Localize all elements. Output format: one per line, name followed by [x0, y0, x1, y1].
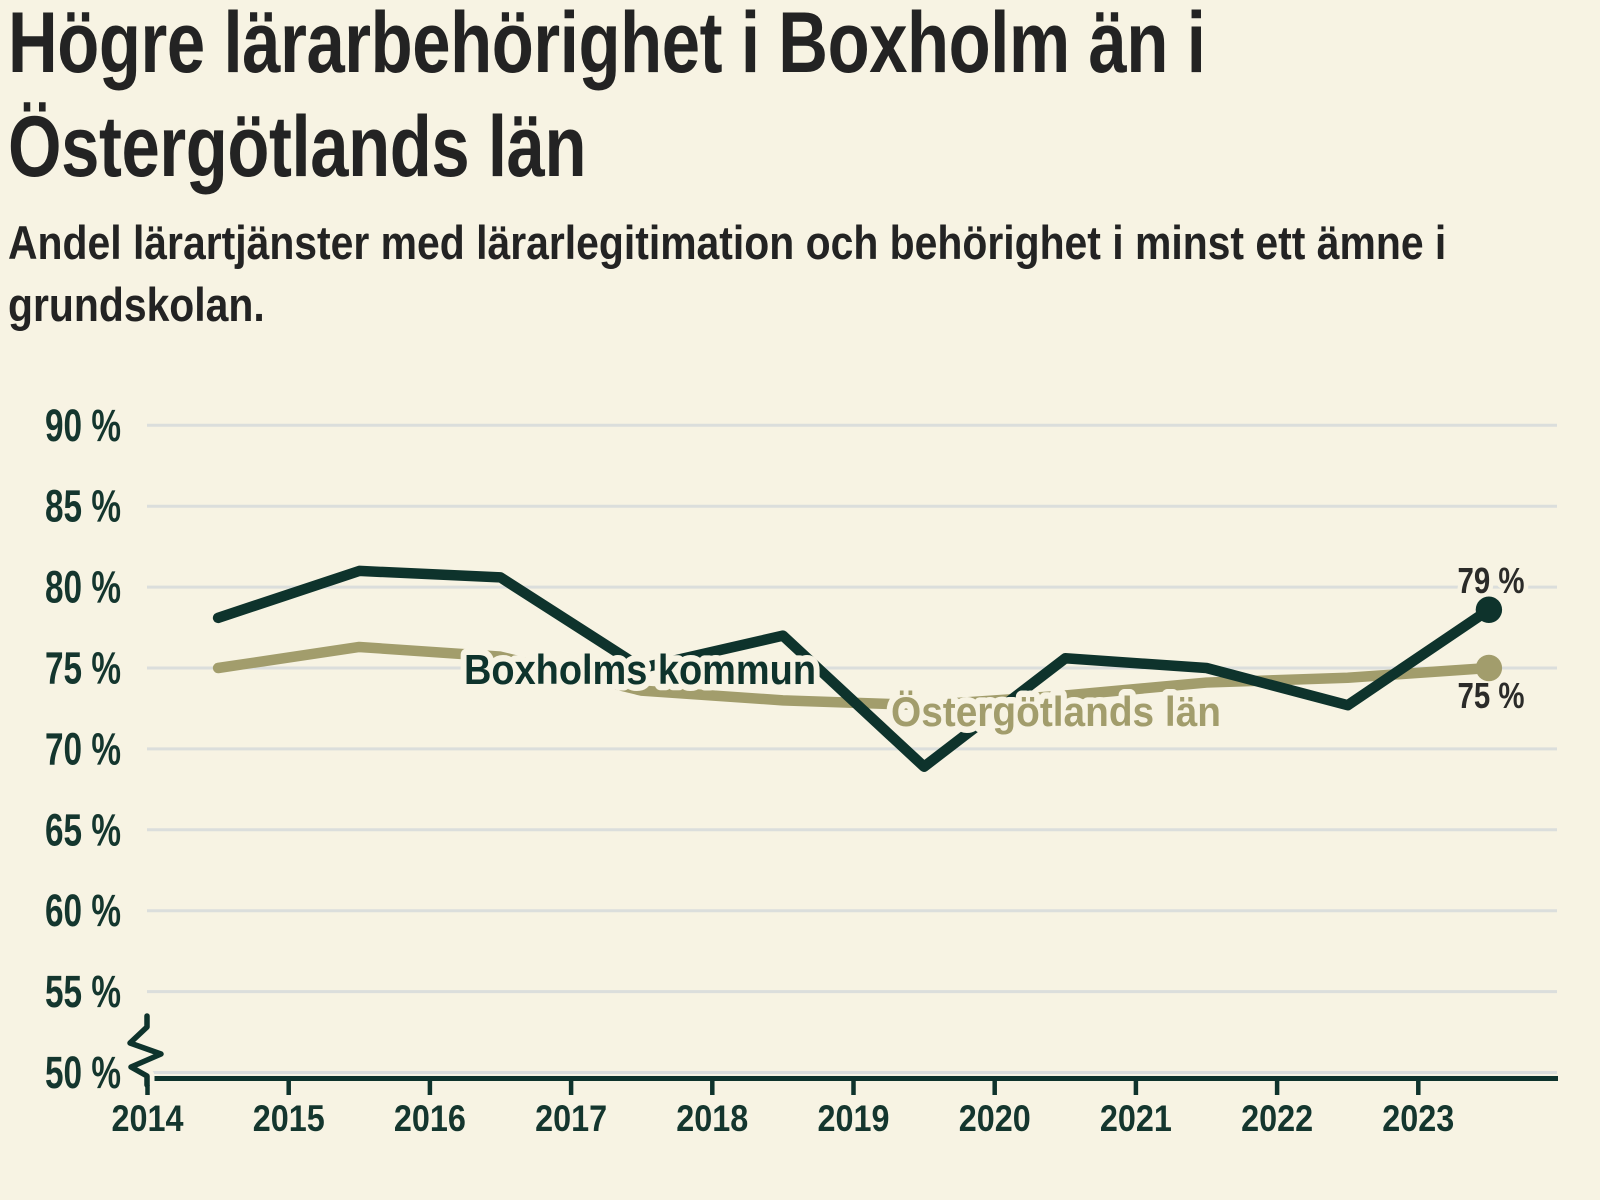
chart-title-line1: Högre lärarbehörighet i Boxholm än i: [8, 0, 1206, 91]
x-axis-tick-label: 2014: [112, 1098, 184, 1139]
chart-title: Högre lärarbehörighet i Boxholm än i Öste…: [8, 0, 1206, 199]
series-line-boxholm: [212, 565, 1495, 772]
x-axis-tick-label: 2023: [1382, 1098, 1454, 1139]
chart-subtitle-line1: Andel lärartjänster med lärarlegitimatio…: [8, 216, 1447, 269]
chart-title-line2: Östergötlands län: [8, 99, 587, 195]
x-axis-tick-label: 2018: [676, 1098, 748, 1139]
chart-subtitle-line2: grundskolan.: [8, 278, 265, 331]
end-value-label-boxholm: 79 %: [1458, 560, 1525, 601]
x-axis-tick-label: 2020: [959, 1098, 1031, 1139]
x-axis-tick-label: 2015: [253, 1098, 325, 1139]
axis-break-icon: [127, 1013, 164, 1088]
series-endpoint-dot-boxholm: [1475, 596, 1503, 623]
y-axis-tick-label: 75 %: [45, 643, 121, 694]
chart-subtitle: Andel lärartjänster med lärarlegitimatio…: [8, 212, 1446, 336]
x-axis-tick-label: 2019: [818, 1098, 890, 1139]
x-axis-tick-label: 2021: [1100, 1098, 1172, 1139]
y-axis-tick-label: 50 %: [45, 1047, 121, 1098]
y-axis-tick-label: 60 %: [45, 885, 121, 936]
y-axis-tick-label: 90 %: [45, 400, 121, 451]
y-axis-tick-label: 65 %: [45, 804, 121, 855]
series-label-ostergotland: Östergötlands län: [891, 688, 1221, 735]
x-axis-tick-label: 2022: [1241, 1098, 1313, 1139]
series-endpoint-dot-ostergotland: [1475, 654, 1503, 682]
x-axis-tick-label: 2016: [394, 1098, 466, 1139]
series-label-boxholm: Boxholms kommun: [464, 646, 816, 693]
end-value-label-ostergotland: 75 %: [1458, 675, 1525, 716]
y-axis-tick-label: 80 %: [45, 562, 121, 613]
x-axis-tick-label: 2017: [535, 1098, 607, 1139]
y-axis-tick-label: 70 %: [45, 723, 121, 774]
y-axis-tick-label: 55 %: [45, 966, 121, 1017]
y-axis-tick-label: 85 %: [45, 481, 121, 532]
